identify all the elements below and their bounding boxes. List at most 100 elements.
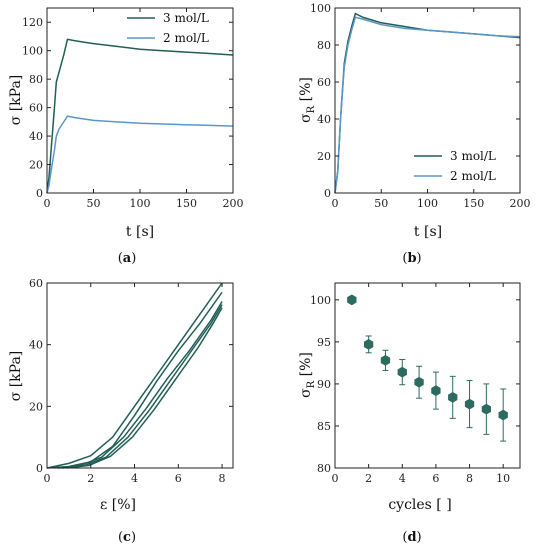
y-tick-label: 85 xyxy=(317,420,331,433)
chart-panel-b: 3 mol/L 2 mol/L 0 50 100 150 200 0 20 40 60 80 100 t … xyxy=(298,2,531,266)
legend-label: 2 mol/L xyxy=(163,31,209,45)
legend-label: 3 mol/L xyxy=(450,149,496,163)
x-tick-label: 100 xyxy=(130,197,151,210)
chart-panel-c: 0 2 4 6 8 0 20 40 60 ε [%] σ [kPa] (c) xyxy=(8,277,234,545)
y-axis-label-subscript: R xyxy=(306,105,317,113)
x-tick-label: 200 xyxy=(510,197,531,210)
x-tick-label: 0 xyxy=(332,197,339,210)
x-tick-label: 100 xyxy=(417,197,438,210)
y-tick-label: 0 xyxy=(324,187,331,200)
panel-label-letter: a xyxy=(123,251,132,266)
data-point-4 xyxy=(414,376,424,388)
y-axis-label-symbol: σ xyxy=(298,113,314,123)
plot-frame xyxy=(46,282,234,469)
data-point-5 xyxy=(431,385,441,397)
series-line-4 xyxy=(66,307,223,469)
y-axis-label: σR [%] xyxy=(298,352,317,398)
y-tick-label: 20 xyxy=(317,150,331,163)
y-tick-label: 0 xyxy=(36,462,43,475)
legend-label: 3 mol/L xyxy=(163,11,209,25)
y-tick-label: 20 xyxy=(29,400,43,413)
panel-label-letter: d xyxy=(407,530,416,545)
y-tick-label: 0 xyxy=(36,187,43,200)
x-axis-label: ε [%] xyxy=(100,497,136,513)
x-tick-label: 150 xyxy=(176,197,197,210)
x-tick-label: 0 xyxy=(44,197,51,210)
panel-label-letter: c xyxy=(123,530,131,545)
y-axis-label: σ [kPa] xyxy=(8,351,24,402)
panel-label: (d) xyxy=(402,530,421,545)
y-axis-label: σR [%] xyxy=(298,77,317,123)
y-axis-label: σ [kPa] xyxy=(8,75,24,126)
data-point-3 xyxy=(397,366,407,378)
panel-label-open: ( xyxy=(402,530,407,545)
y-tick-label: 100 xyxy=(310,294,331,307)
y-axis-label-group: σ [kPa] xyxy=(8,351,24,402)
y-tick-label: 100 xyxy=(22,45,43,58)
series-line-0 xyxy=(46,282,223,469)
y-tick-label: 100 xyxy=(310,2,331,15)
x-axis-label: t [s] xyxy=(126,224,154,240)
y-tick-label: 80 xyxy=(29,73,43,86)
x-tick-label: 150 xyxy=(463,197,484,210)
panel-label-open: ( xyxy=(118,251,123,266)
x-tick-label: 0 xyxy=(332,472,339,485)
y-tick-label: 40 xyxy=(317,113,331,126)
panel-label-letter: b xyxy=(407,251,416,266)
panel-label-close: ) xyxy=(417,530,422,545)
x-tick-label: 6 xyxy=(175,472,182,485)
x-tick-label: 8 xyxy=(219,472,226,485)
x-tick-label: 4 xyxy=(399,472,406,485)
y-axis-label-group: σ [kPa] xyxy=(8,75,24,126)
y-tick-label: 60 xyxy=(29,277,43,290)
y-axis-label-unit: [%] xyxy=(298,77,314,106)
series-line-1 xyxy=(46,291,223,469)
panel-label: (c) xyxy=(118,530,136,545)
series-line-1 xyxy=(334,16,521,194)
x-tick-label: 2 xyxy=(365,472,372,485)
legend-label: 2 mol/L xyxy=(450,169,496,183)
data-point-0 xyxy=(347,294,357,306)
y-axis-label-symbol: σ xyxy=(298,388,314,398)
panel-label-close: ) xyxy=(131,251,136,266)
y-axis-label-group: σR [%] xyxy=(298,352,317,398)
panel-label: (b) xyxy=(402,251,421,266)
data-point-8 xyxy=(481,403,492,415)
series-line-2 xyxy=(57,301,223,469)
series-line-3 xyxy=(62,304,223,469)
y-tick-label: 120 xyxy=(22,16,43,29)
y-tick-label: 40 xyxy=(29,130,43,143)
chart-panel-d: 0 2 4 6 8 10 80 85 90 95 100 cycles [ ] σR [%] (d) xyxy=(298,282,521,545)
x-tick-label: 200 xyxy=(223,197,244,210)
data-point-2 xyxy=(380,354,391,366)
y-axis-label-symbol: σ [kPa] xyxy=(8,75,24,126)
series-line-1 xyxy=(46,115,234,194)
x-tick-label: 0 xyxy=(44,472,51,485)
y-tick-label: 90 xyxy=(317,378,331,391)
plot-frame xyxy=(334,282,521,469)
panel-label-open: ( xyxy=(118,530,123,545)
panel-label-close: ) xyxy=(417,251,422,266)
y-tick-label: 80 xyxy=(317,39,331,52)
data-point-1 xyxy=(363,339,374,350)
y-axis-label-group: σR [%] xyxy=(298,77,317,123)
chart-panel-a: 3 mol/L 2 mol/L 0 50 100 150 200 0 20 40 60 80 100 12… xyxy=(8,7,244,266)
panel-label: (a) xyxy=(118,251,137,266)
panel-label-close: ) xyxy=(131,530,136,545)
x-tick-label: 50 xyxy=(374,197,388,210)
x-tick-label: 10 xyxy=(496,472,510,485)
x-axis-label: t [s] xyxy=(414,224,442,240)
data-point-7 xyxy=(464,398,475,410)
x-tick-label: 8 xyxy=(466,472,473,485)
x-tick-label: 6 xyxy=(432,472,439,485)
x-axis-label: cycles [ ] xyxy=(388,497,451,513)
series-line-0 xyxy=(46,38,234,194)
panel-label-open: ( xyxy=(402,251,407,266)
series-line-0 xyxy=(334,12,521,194)
y-tick-label: 40 xyxy=(29,339,43,352)
y-axis-label-symbol: σ [kPa] xyxy=(8,351,24,402)
y-axis-label-subscript: R xyxy=(306,380,317,388)
x-tick-label: 2 xyxy=(87,472,94,485)
y-axis-label-unit: [%] xyxy=(298,352,314,381)
